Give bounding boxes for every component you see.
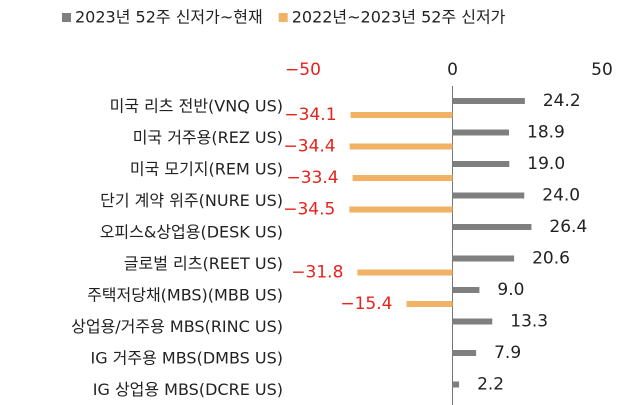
value-label: −34.4 [284,137,336,157]
value-label: 9.0 [497,280,524,300]
x-tick-label: 0 [447,60,458,80]
bar [452,192,525,199]
bar [452,129,510,136]
value-label: 18.9 [527,123,565,143]
value-label: −34.5 [283,200,335,220]
category-label: 미국 모기지(REM US) [130,160,283,179]
value-label: 19.0 [527,154,565,174]
legend-label: 2023년 52주 신저가~현재 [75,8,263,27]
bar [452,350,477,356]
value-label: 24.2 [543,91,581,111]
value-label: −33.4 [287,168,339,188]
bar [357,269,453,276]
bar [452,161,510,167]
category-label: 오피스&상업용(DESK US) [100,223,283,242]
value-label: −34.1 [284,105,336,125]
value-label: −15.4 [340,294,392,314]
x-tick-label: −50 [285,60,321,80]
category-label: 글로벌 리츠(REET US) [124,254,283,273]
value-label: 7.9 [494,343,521,363]
bar [452,98,525,104]
value-label: 26.4 [549,217,587,237]
category-label: IG 상업용 MBS(DCRE US) [93,380,283,399]
bar [452,287,480,293]
bar [452,255,515,262]
value-label: 2.2 [477,375,504,395]
bar [349,206,453,213]
legend-swatch [62,13,71,22]
category-label: 미국 리츠 전반(VNQ US) [110,97,283,116]
value-label: −31.8 [291,263,343,283]
category-label: 단기 계약 위주(NURE US) [100,191,283,210]
legend-label: 2022년~2023년 52주 신저가 [292,8,506,27]
category-label: 미국 거주용(REZ US) [133,128,283,147]
bar [452,224,532,230]
value-label: 13.3 [510,312,548,332]
bar [352,175,453,181]
category-label: IG 거주용 MBS(DMBS US) [90,349,283,368]
bar [350,112,453,118]
x-tick-label: 50 [591,60,613,80]
legend-swatch [278,13,288,22]
category-label: 상업용/거주용 MBS(RINC US) [71,317,283,336]
bar [452,318,493,325]
bar [452,381,460,388]
category-label: 주택저당채(MBS)(MBB US) [87,286,283,305]
bar [406,301,453,307]
bar [349,143,453,150]
value-label: 20.6 [532,249,570,269]
value-label: 24.0 [542,186,580,206]
